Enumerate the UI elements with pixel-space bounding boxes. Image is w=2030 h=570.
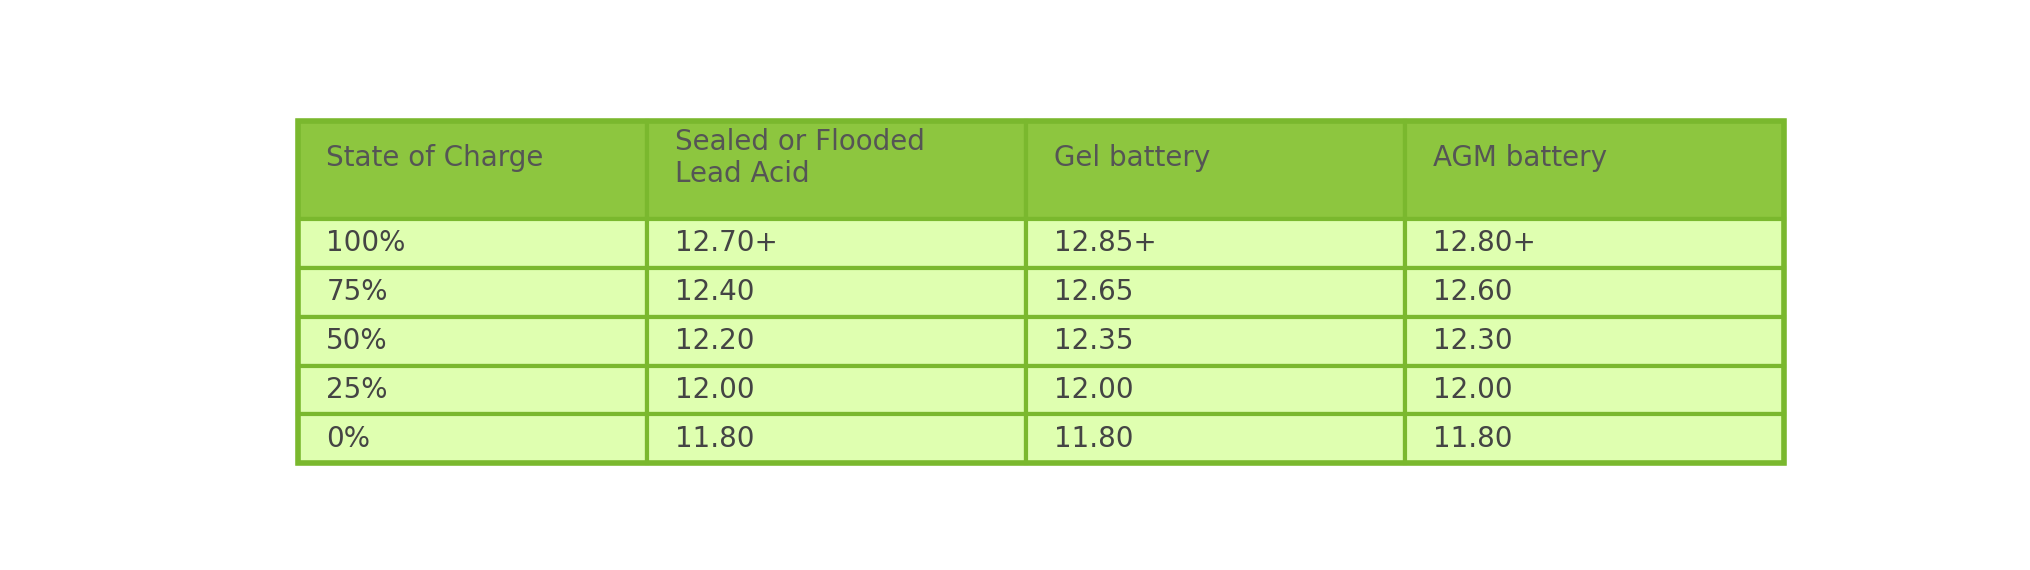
Bar — [1025, 219, 1405, 267]
Bar — [1405, 267, 1782, 316]
Text: 12.00: 12.00 — [1054, 376, 1133, 404]
Text: 12.65: 12.65 — [1054, 278, 1133, 306]
Bar — [1405, 219, 1782, 267]
Bar — [1025, 316, 1405, 365]
Text: 12.30: 12.30 — [1433, 327, 1512, 355]
Bar — [648, 316, 1025, 365]
Bar — [298, 316, 648, 365]
Text: 11.80: 11.80 — [1433, 425, 1512, 453]
Text: 12.20: 12.20 — [676, 327, 755, 355]
Bar — [1405, 121, 1782, 219]
Bar — [648, 365, 1025, 414]
Bar — [648, 219, 1025, 267]
Text: 12.80+: 12.80+ — [1433, 229, 1535, 257]
Bar — [298, 219, 648, 267]
Text: 12.00: 12.00 — [1433, 376, 1512, 404]
Bar — [1025, 267, 1405, 316]
Text: 12.60: 12.60 — [1433, 278, 1512, 306]
Bar — [298, 365, 648, 414]
Text: Sealed or Flooded
Lead Acid: Sealed or Flooded Lead Acid — [676, 128, 926, 188]
Text: 12.70+: 12.70+ — [676, 229, 777, 257]
Text: 50%: 50% — [327, 327, 388, 355]
Bar — [1405, 316, 1782, 365]
Bar — [648, 121, 1025, 219]
Text: 75%: 75% — [327, 278, 388, 306]
Bar — [1405, 365, 1782, 414]
Bar — [298, 414, 648, 463]
Bar — [1405, 414, 1782, 463]
Text: 11.80: 11.80 — [1054, 425, 1133, 453]
Bar — [298, 267, 648, 316]
Text: 12.85+: 12.85+ — [1054, 229, 1157, 257]
Text: 12.35: 12.35 — [1054, 327, 1133, 355]
Text: AGM battery: AGM battery — [1433, 144, 1606, 172]
Text: State of Charge: State of Charge — [327, 144, 544, 172]
Text: 11.80: 11.80 — [676, 425, 755, 453]
Bar — [648, 414, 1025, 463]
Text: 12.40: 12.40 — [676, 278, 755, 306]
Bar — [1025, 414, 1405, 463]
Bar — [648, 267, 1025, 316]
Bar — [298, 121, 648, 219]
Text: Gel battery: Gel battery — [1054, 144, 1210, 172]
Bar — [298, 121, 1782, 463]
Text: 25%: 25% — [327, 376, 388, 404]
Text: 0%: 0% — [327, 425, 369, 453]
Text: 12.00: 12.00 — [676, 376, 755, 404]
Text: 100%: 100% — [327, 229, 406, 257]
Bar — [1025, 365, 1405, 414]
Bar — [1025, 121, 1405, 219]
